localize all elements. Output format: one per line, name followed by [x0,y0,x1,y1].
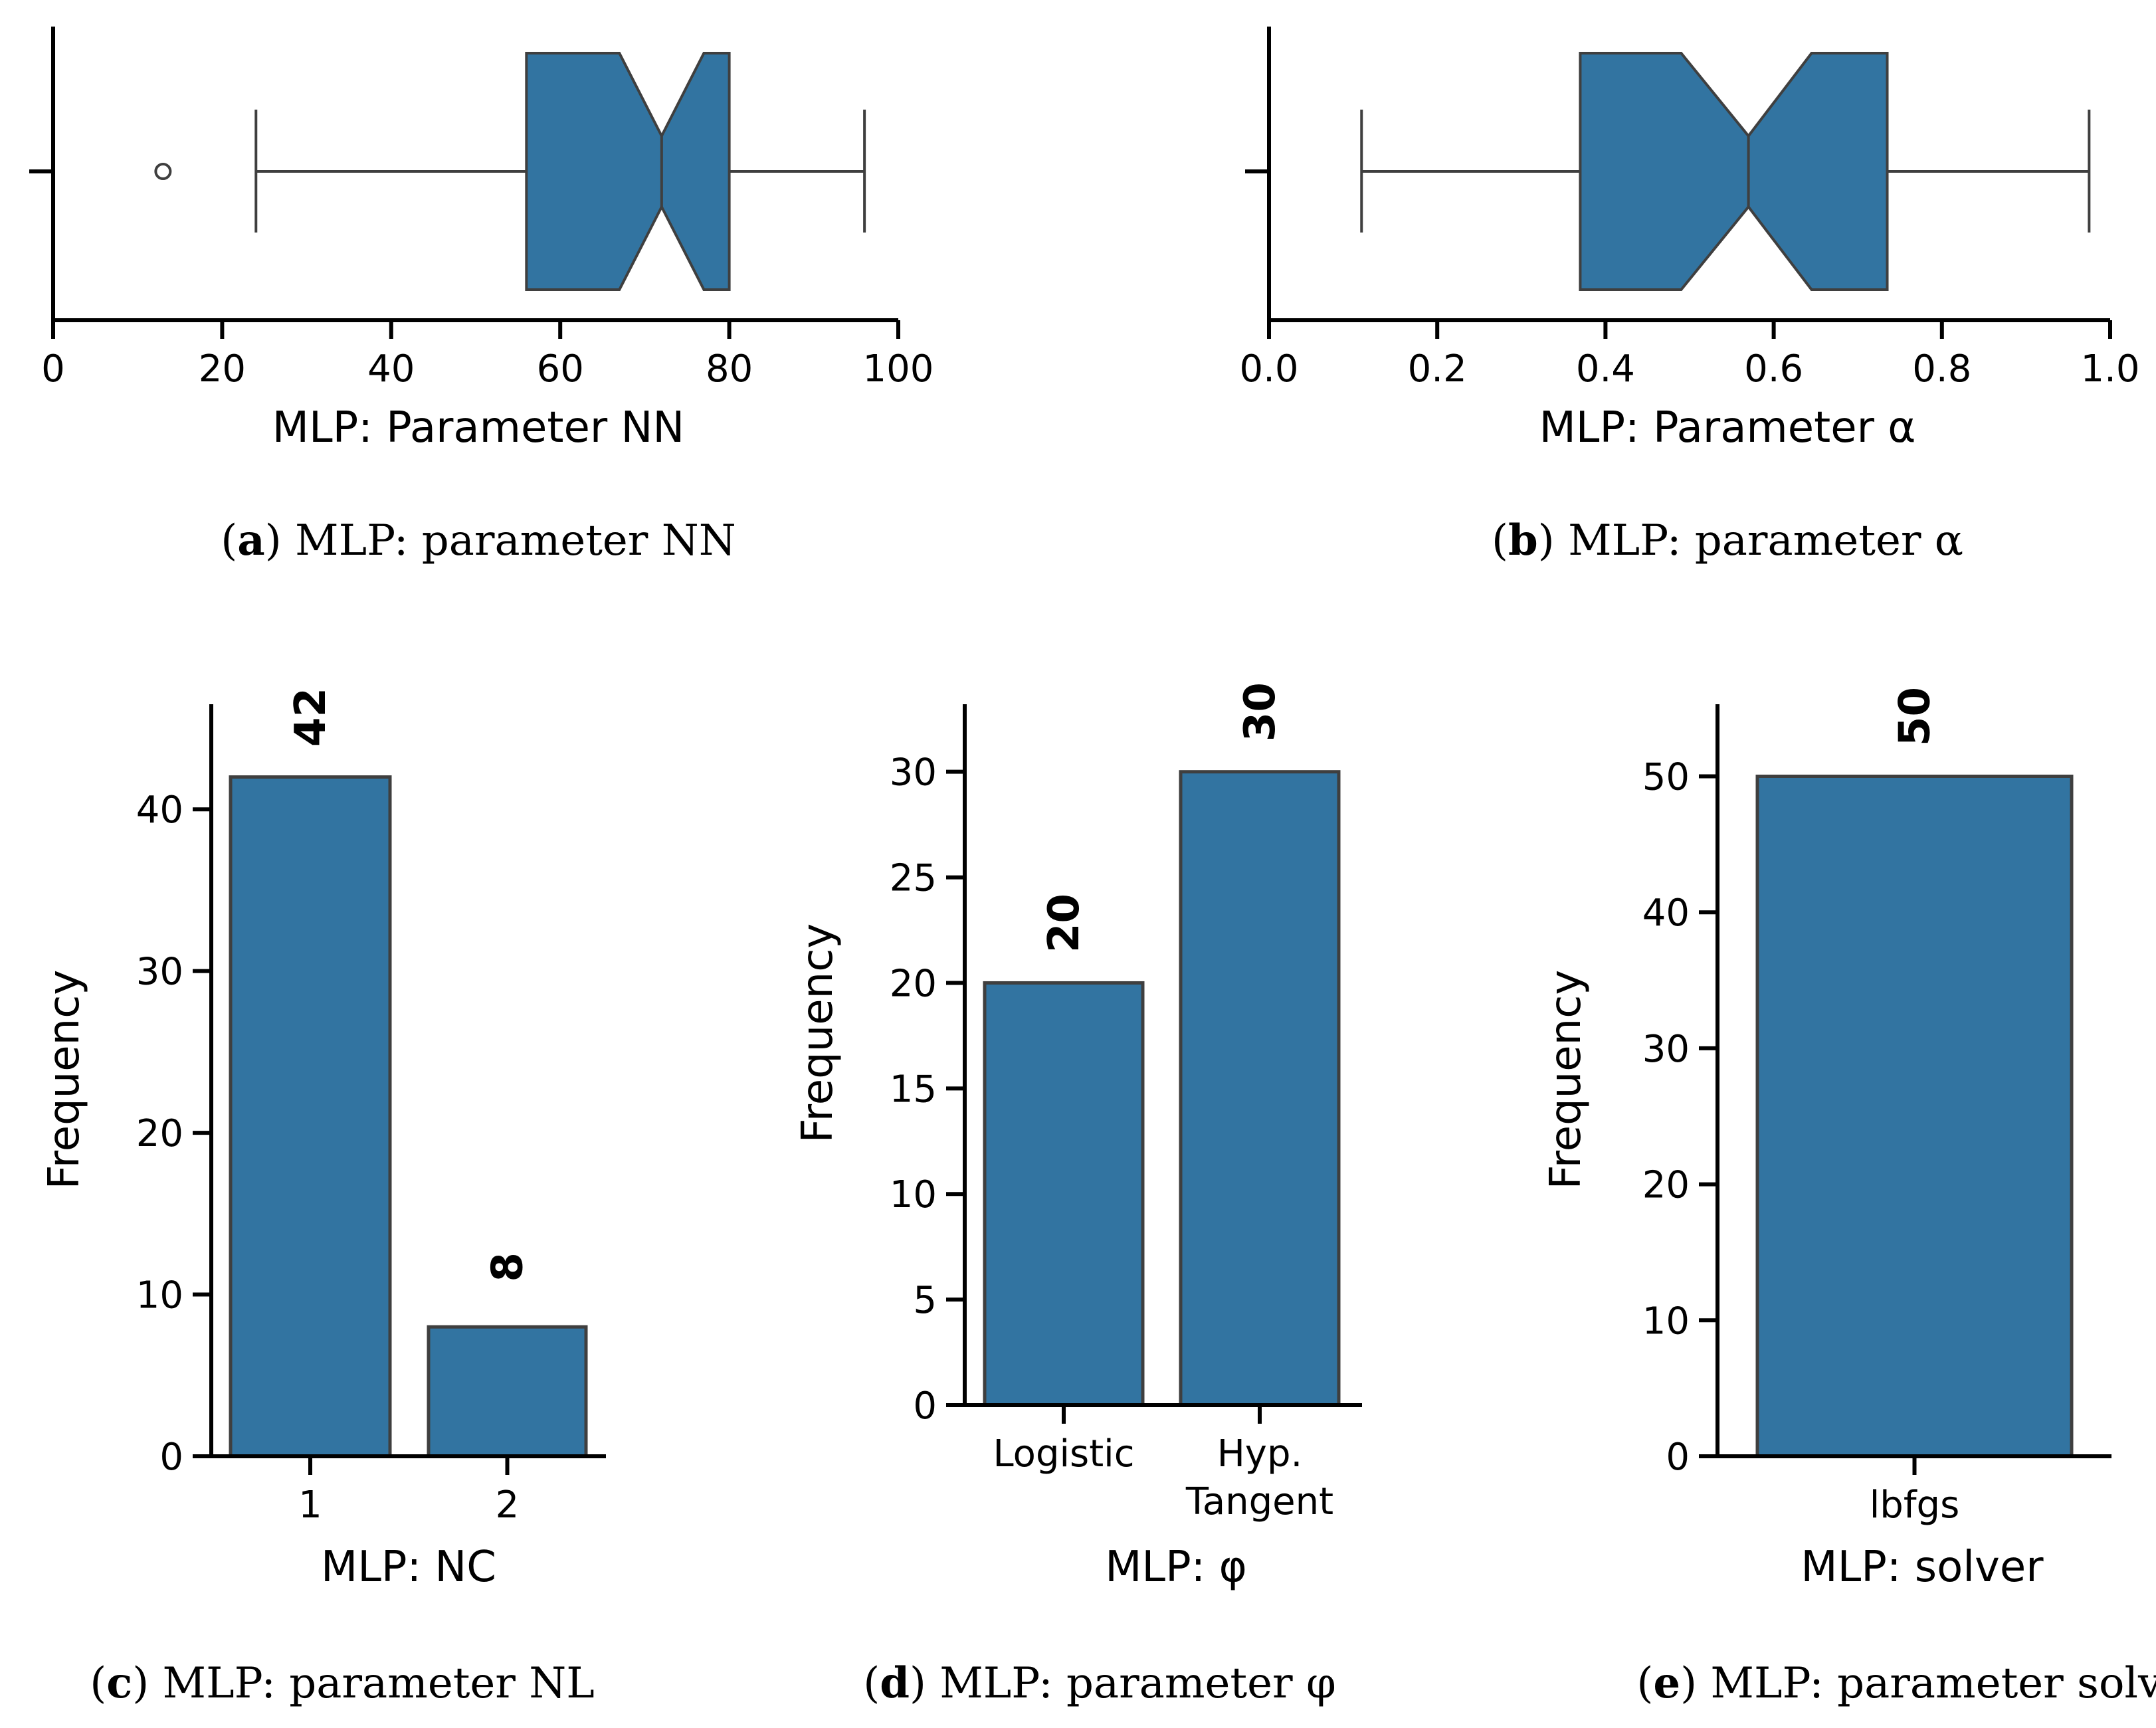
d-y-tick-label-3: 15 [890,1068,937,1111]
b-box [1579,52,1889,291]
a-x-tick-label-2: 40 [367,347,415,391]
a-x-tick-label-4: 80 [706,347,753,391]
e-axes: lbfgs 0 10 20 30 40 50 [1642,704,2111,1527]
e-y-tick-label-4: 40 [1642,892,1690,935]
e-x-axis-label: MLP: solver [1801,1543,2044,1592]
b-x-tick-label-1: 0.2 [1408,347,1467,391]
e-x-tick-label-0: lbfgs [1870,1484,1960,1527]
b-caption-text: ) MLP: parameter α [1538,516,1963,565]
c-y-tick-label-0: 0 [159,1436,183,1479]
a-x-tick-label-3: 60 [537,347,584,391]
a-outlier-0 [154,163,172,180]
b-x-tick-label-3: 0.6 [1744,347,1803,391]
b-x-tick-label-4: 0.8 [1912,347,1971,391]
c-y-tick-label-3: 30 [136,951,183,994]
e-y-tick-label-0: 0 [1666,1436,1690,1479]
c-caption: (c) MLP: parameter NL [90,1658,594,1708]
a-x-tick-label-1: 20 [199,347,246,391]
c-bar-0 [229,775,392,1458]
d-bar-0 [983,981,1145,1407]
d-bar-1 [1179,770,1341,1407]
c-y-tick-label-4: 40 [136,789,183,832]
e-y-tick-label-1: 10 [1642,1299,1690,1343]
d-caption-text: ) MLP: parameter φ [910,1659,1336,1708]
b-caption-letter: b [1508,516,1538,565]
a-x-axis: 0 20 40 60 80 100 [29,27,933,391]
d-y-tick-label-2: 10 [890,1173,937,1216]
panel-d-bar-phi: 20 30 Logistic Hyp. Tangent 0 5 10 15 20 25 30 Fre… [793,682,1362,1708]
d-y-axis-label: Frequency [793,923,842,1143]
a-x-axis-label: MLP: Parameter NN [272,403,684,452]
d-y-tick-label-1: 5 [913,1279,937,1322]
d-y-tick-label-4: 20 [890,962,937,1005]
d-x-axis-label: MLP: φ [1105,1543,1247,1592]
b-caption: (b) MLP: parameter α [1492,516,1963,565]
c-x-tick-label-1: 2 [496,1484,520,1527]
d-x-tick-label-1: Hyp. Tangent [1185,1432,1333,1523]
c-x-tick-label-0: 1 [298,1484,322,1527]
e-bar-value-label-0: 50 [1891,687,1940,746]
e-y-tick-label-2: 20 [1642,1164,1690,1207]
e-bar-0 [1755,774,2074,1458]
e-caption-text: ) MLP: parameter solver [1680,1659,2156,1708]
b-x-tick-label-0: 0.0 [1239,347,1298,391]
d-bar-value-label-1: 30 [1236,682,1285,741]
c-bar-value-label-0: 42 [286,688,336,747]
b-x-axis: 0.0 0.2 0.4 0.6 0.8 1.0 [1239,27,2140,391]
a-x-tick-label-5: 100 [863,347,934,391]
c-caption-letter: c [106,1658,132,1708]
d-caption: (d) MLP: parameter φ [863,1658,1336,1708]
e-caption-letter: e [1653,1658,1680,1708]
c-y-tick-label-2: 20 [136,1112,183,1155]
c-y-axis-label: Frequency [40,970,89,1190]
e-y-axis-label: Frequency [1541,970,1591,1190]
panel-a-boxplot-nn: 0 20 40 60 80 100 MLP: Parameter NN (a) MLP: … [29,27,933,565]
a-x-tick-label-0: 0 [41,347,65,391]
a-box [525,52,731,291]
panel-b-boxplot-alpha: 0.0 0.2 0.4 0.6 0.8 1.0 MLP: Parameter α (b) … [1239,27,2140,565]
d-y-tick-label-5: 25 [890,857,937,900]
c-y-tick-label-1: 10 [136,1274,183,1317]
e-y-tick-label-5: 50 [1642,755,1690,799]
a-caption: (a) MLP: parameter NN [221,516,735,565]
b-x-tick-label-5: 1.0 [2080,347,2139,391]
d-axes: Logistic Hyp. Tangent 0 5 10 15 20 25 30 [890,704,1362,1523]
c-caption-text: ) MLP: parameter NL [132,1659,595,1708]
c-x-axis-label: MLP: NC [321,1543,496,1592]
c-bar-1 [427,1325,588,1458]
b-x-tick-label-2: 0.4 [1576,347,1635,391]
a-caption-letter: a [237,516,264,565]
e-y-tick-label-3: 30 [1642,1028,1690,1071]
d-caption-letter: d [880,1658,910,1708]
a-caption-text: ) MLP: parameter NN [265,516,736,565]
d-bar-value-label-0: 20 [1040,894,1089,953]
e-caption: (e) MLP: parameter solver [1636,1658,2156,1708]
d-y-tick-label-6: 30 [890,751,937,795]
c-bar-value-label-1: 8 [484,1252,533,1282]
d-x-tick-label-0: Logistic [993,1432,1134,1476]
panel-e-bar-solver: 50 lbfgs 0 10 20 30 40 50 Frequency MLP: solve… [1541,687,2156,1708]
d-y-tick-label-0: 0 [913,1385,937,1428]
b-x-axis-label: MLP: Parameter α [1539,403,1916,452]
